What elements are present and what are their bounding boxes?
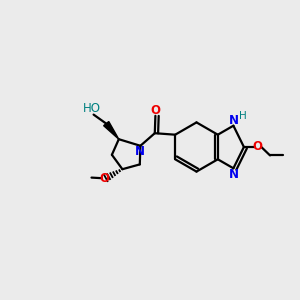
Text: O: O bbox=[252, 140, 262, 154]
Text: HO: HO bbox=[83, 102, 101, 116]
Text: H: H bbox=[238, 111, 246, 121]
Text: N: N bbox=[229, 113, 239, 127]
Text: O: O bbox=[99, 172, 109, 185]
Text: N: N bbox=[229, 167, 239, 181]
Polygon shape bbox=[103, 122, 119, 139]
Text: N: N bbox=[135, 145, 145, 158]
Text: O: O bbox=[150, 104, 161, 117]
